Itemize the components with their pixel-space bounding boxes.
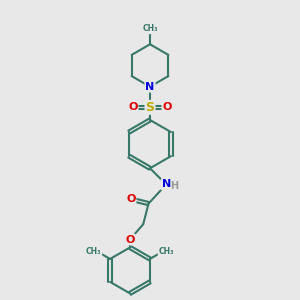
Text: O: O — [128, 102, 138, 112]
Text: H: H — [170, 181, 178, 191]
Text: O: O — [126, 194, 136, 204]
Text: CH₃: CH₃ — [86, 247, 102, 256]
Text: CH₃: CH₃ — [142, 25, 158, 34]
Text: N: N — [146, 82, 154, 92]
Text: O: O — [125, 235, 135, 244]
Text: N: N — [162, 179, 171, 190]
Text: O: O — [162, 102, 172, 112]
Text: S: S — [146, 101, 154, 114]
Text: CH₃: CH₃ — [158, 247, 174, 256]
